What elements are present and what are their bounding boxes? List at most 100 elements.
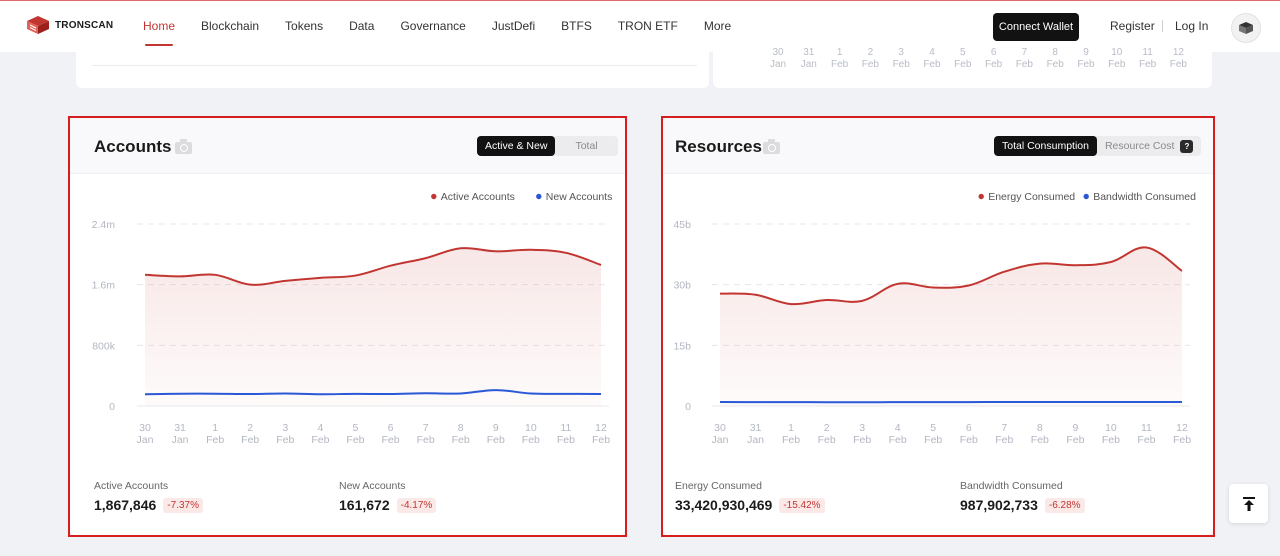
x-tick-month: Feb <box>311 434 329 446</box>
nav-item-tron-etf[interactable]: TRON ETF <box>617 19 678 33</box>
tick-month: Feb <box>1077 59 1095 70</box>
resources-chart: 015b30b45b30Jan31Jan1Feb2Feb3Feb4Feb5Feb… <box>673 191 1196 446</box>
x-tick-day: 8 <box>1037 422 1043 434</box>
nav-item-tokens[interactable]: Tokens <box>285 19 324 33</box>
x-tick-day: 10 <box>1105 422 1117 434</box>
x-tick-month: Feb <box>417 434 435 446</box>
legend-dot[interactable] <box>1083 193 1089 200</box>
x-tick-month: Feb <box>889 434 907 446</box>
stat-new-accounts: New Accounts 161,672 -4.17% <box>339 480 437 513</box>
tick-day: 7 <box>1021 47 1028 58</box>
y-tick-label: 30b <box>673 280 691 292</box>
nav-item-more[interactable]: More <box>703 19 732 33</box>
stat-label: Bandwidth Consumed <box>960 480 1063 492</box>
tick-month: Feb <box>1138 59 1157 70</box>
toggle-resource-cost[interactable]: Resource Cost ? <box>1097 136 1201 156</box>
y-tick-label: 0 <box>685 401 691 413</box>
x-tick-day: 7 <box>423 422 429 434</box>
accounts-card: Accounts Active & New Total 0 800k 1.6m 2.4… <box>68 116 627 537</box>
x-tick-day: 5 <box>930 422 936 434</box>
legend-dot[interactable] <box>536 193 542 200</box>
resources-title: Resources <box>675 137 762 156</box>
legend-label: Bandwidth Consumed <box>1093 191 1196 203</box>
register-link[interactable]: Register <box>1110 19 1155 33</box>
previous-x-tick: 1 Feb <box>825 47 855 71</box>
x-tick-month: Feb <box>995 434 1013 446</box>
toggle-total[interactable]: Total <box>575 140 598 152</box>
tick-day: 10 <box>1111 47 1123 58</box>
toggle-active-new[interactable]: Active & New <box>477 136 556 156</box>
help-icon[interactable]: ? <box>1180 139 1194 153</box>
top-accent-line <box>0 0 1280 1</box>
y-tick-label: 0 <box>109 401 115 413</box>
tick-month: Feb <box>1169 59 1187 70</box>
previous-x-tick: 3 Feb <box>886 47 916 71</box>
x-tick-month: Feb <box>346 434 364 446</box>
tick-day: 5 <box>960 47 966 58</box>
previous-x-tick: 5 Feb <box>948 47 978 71</box>
series-line-active-accounts[interactable] <box>144 247 602 286</box>
top-navbar: TRONSCAN Home Blockchain Tokens Data Governa… <box>0 1 1280 52</box>
x-tick-day: 1 <box>212 422 218 434</box>
series-area-0 <box>145 248 601 406</box>
previous-x-tick: 4 Feb <box>917 47 947 71</box>
x-tick-month: Feb <box>241 434 259 446</box>
camera-icon[interactable] <box>763 139 780 154</box>
legend-label: Energy Consumed <box>988 191 1075 203</box>
x-tick-month: Feb <box>381 434 399 446</box>
x-tick-month: Jan <box>747 434 764 446</box>
x-tick-day: 12 <box>595 422 607 434</box>
previous-chart-x-axis: 30 Jan 31 Jan 1 Feb 2 Feb 3 Feb 4 Feb 5 Feb 6 Feb 7 Feb 8 F… <box>713 47 1212 75</box>
toggle-total-consumption[interactable]: Total Consumption <box>994 136 1097 156</box>
nav-item-data[interactable]: Data <box>349 19 375 33</box>
nav-item-home[interactable]: Home <box>143 1 175 52</box>
brand-name: TRONSCAN <box>55 19 114 31</box>
login-link[interactable]: Log In <box>1175 19 1209 33</box>
x-tick-day: 9 <box>1072 422 1078 434</box>
tick-day: 1 <box>836 47 843 58</box>
tick-month: Feb <box>1046 59 1064 70</box>
tick-month: Feb <box>923 59 941 70</box>
tick-month: Feb <box>892 59 910 70</box>
tronscan-cube-icon <box>27 16 49 34</box>
previous-card-right: 30 Jan 31 Jan 1 Feb 2 Feb 3 Feb 4 Feb 5 Feb 6 Feb 7 Feb 8 F… <box>713 47 1212 88</box>
resources-card: Resources Total Consumption Resource Cos… <box>661 116 1215 537</box>
tick-day: 3 <box>898 47 904 58</box>
tronscan-logo[interactable]: TRONSCAN <box>26 15 113 35</box>
legend-label: Active Accounts <box>441 191 515 203</box>
x-tick-day: 9 <box>493 422 499 434</box>
connect-wallet-button[interactable]: Connect Wallet <box>993 13 1079 41</box>
legend-label: New Accounts <box>546 191 613 203</box>
series-line-energy-consumed[interactable] <box>719 246 1183 306</box>
nav-item-justdefi[interactable]: JustDefi <box>491 19 536 33</box>
nav-item-blockchain[interactable]: Blockchain <box>201 19 260 33</box>
tick-month: Feb <box>861 59 879 70</box>
stat-active-accounts: Active Accounts 1,867,846 -7.37% <box>94 480 203 513</box>
nav-item-governance[interactable]: Governance <box>400 19 466 33</box>
stat-value: 33,420,930,469 <box>675 497 773 513</box>
user-menu-button[interactable] <box>1231 13 1261 43</box>
x-tick-month: Feb <box>924 434 942 446</box>
nav-item-btfs[interactable]: BTFS <box>561 19 592 33</box>
tick-month: Jan <box>800 59 817 70</box>
stat-energy-consumed: Energy Consumed 33,420,930,469 -15.42% <box>675 480 825 513</box>
tick-day: 6 <box>990 47 997 58</box>
series-line-new-accounts[interactable] <box>144 389 602 396</box>
x-tick-month: Feb <box>487 434 505 446</box>
wallet-cube-icon <box>1239 22 1253 34</box>
back-to-top-button[interactable] <box>1229 484 1268 523</box>
accounts-view-toggle: Active & New Total <box>477 136 618 156</box>
x-tick-day: 30 <box>714 422 726 434</box>
x-tick-month: Feb <box>206 434 224 446</box>
tick-month: Feb <box>984 59 1003 70</box>
x-tick-month: Jan <box>172 434 189 446</box>
legend-dot[interactable] <box>431 193 437 200</box>
change-badge: -7.37% <box>163 497 203 513</box>
x-tick-month: Feb <box>818 434 836 446</box>
y-tick-label: 2.4m <box>92 219 116 231</box>
previous-x-tick: 2 Feb <box>855 47 885 71</box>
previous-x-tick: 12 Feb <box>1163 47 1193 71</box>
camera-icon[interactable] <box>175 139 192 154</box>
legend-dot[interactable] <box>978 193 984 200</box>
stat-bandwidth-consumed: Bandwidth Consumed 987,902,733 -6.28% <box>960 480 1085 513</box>
